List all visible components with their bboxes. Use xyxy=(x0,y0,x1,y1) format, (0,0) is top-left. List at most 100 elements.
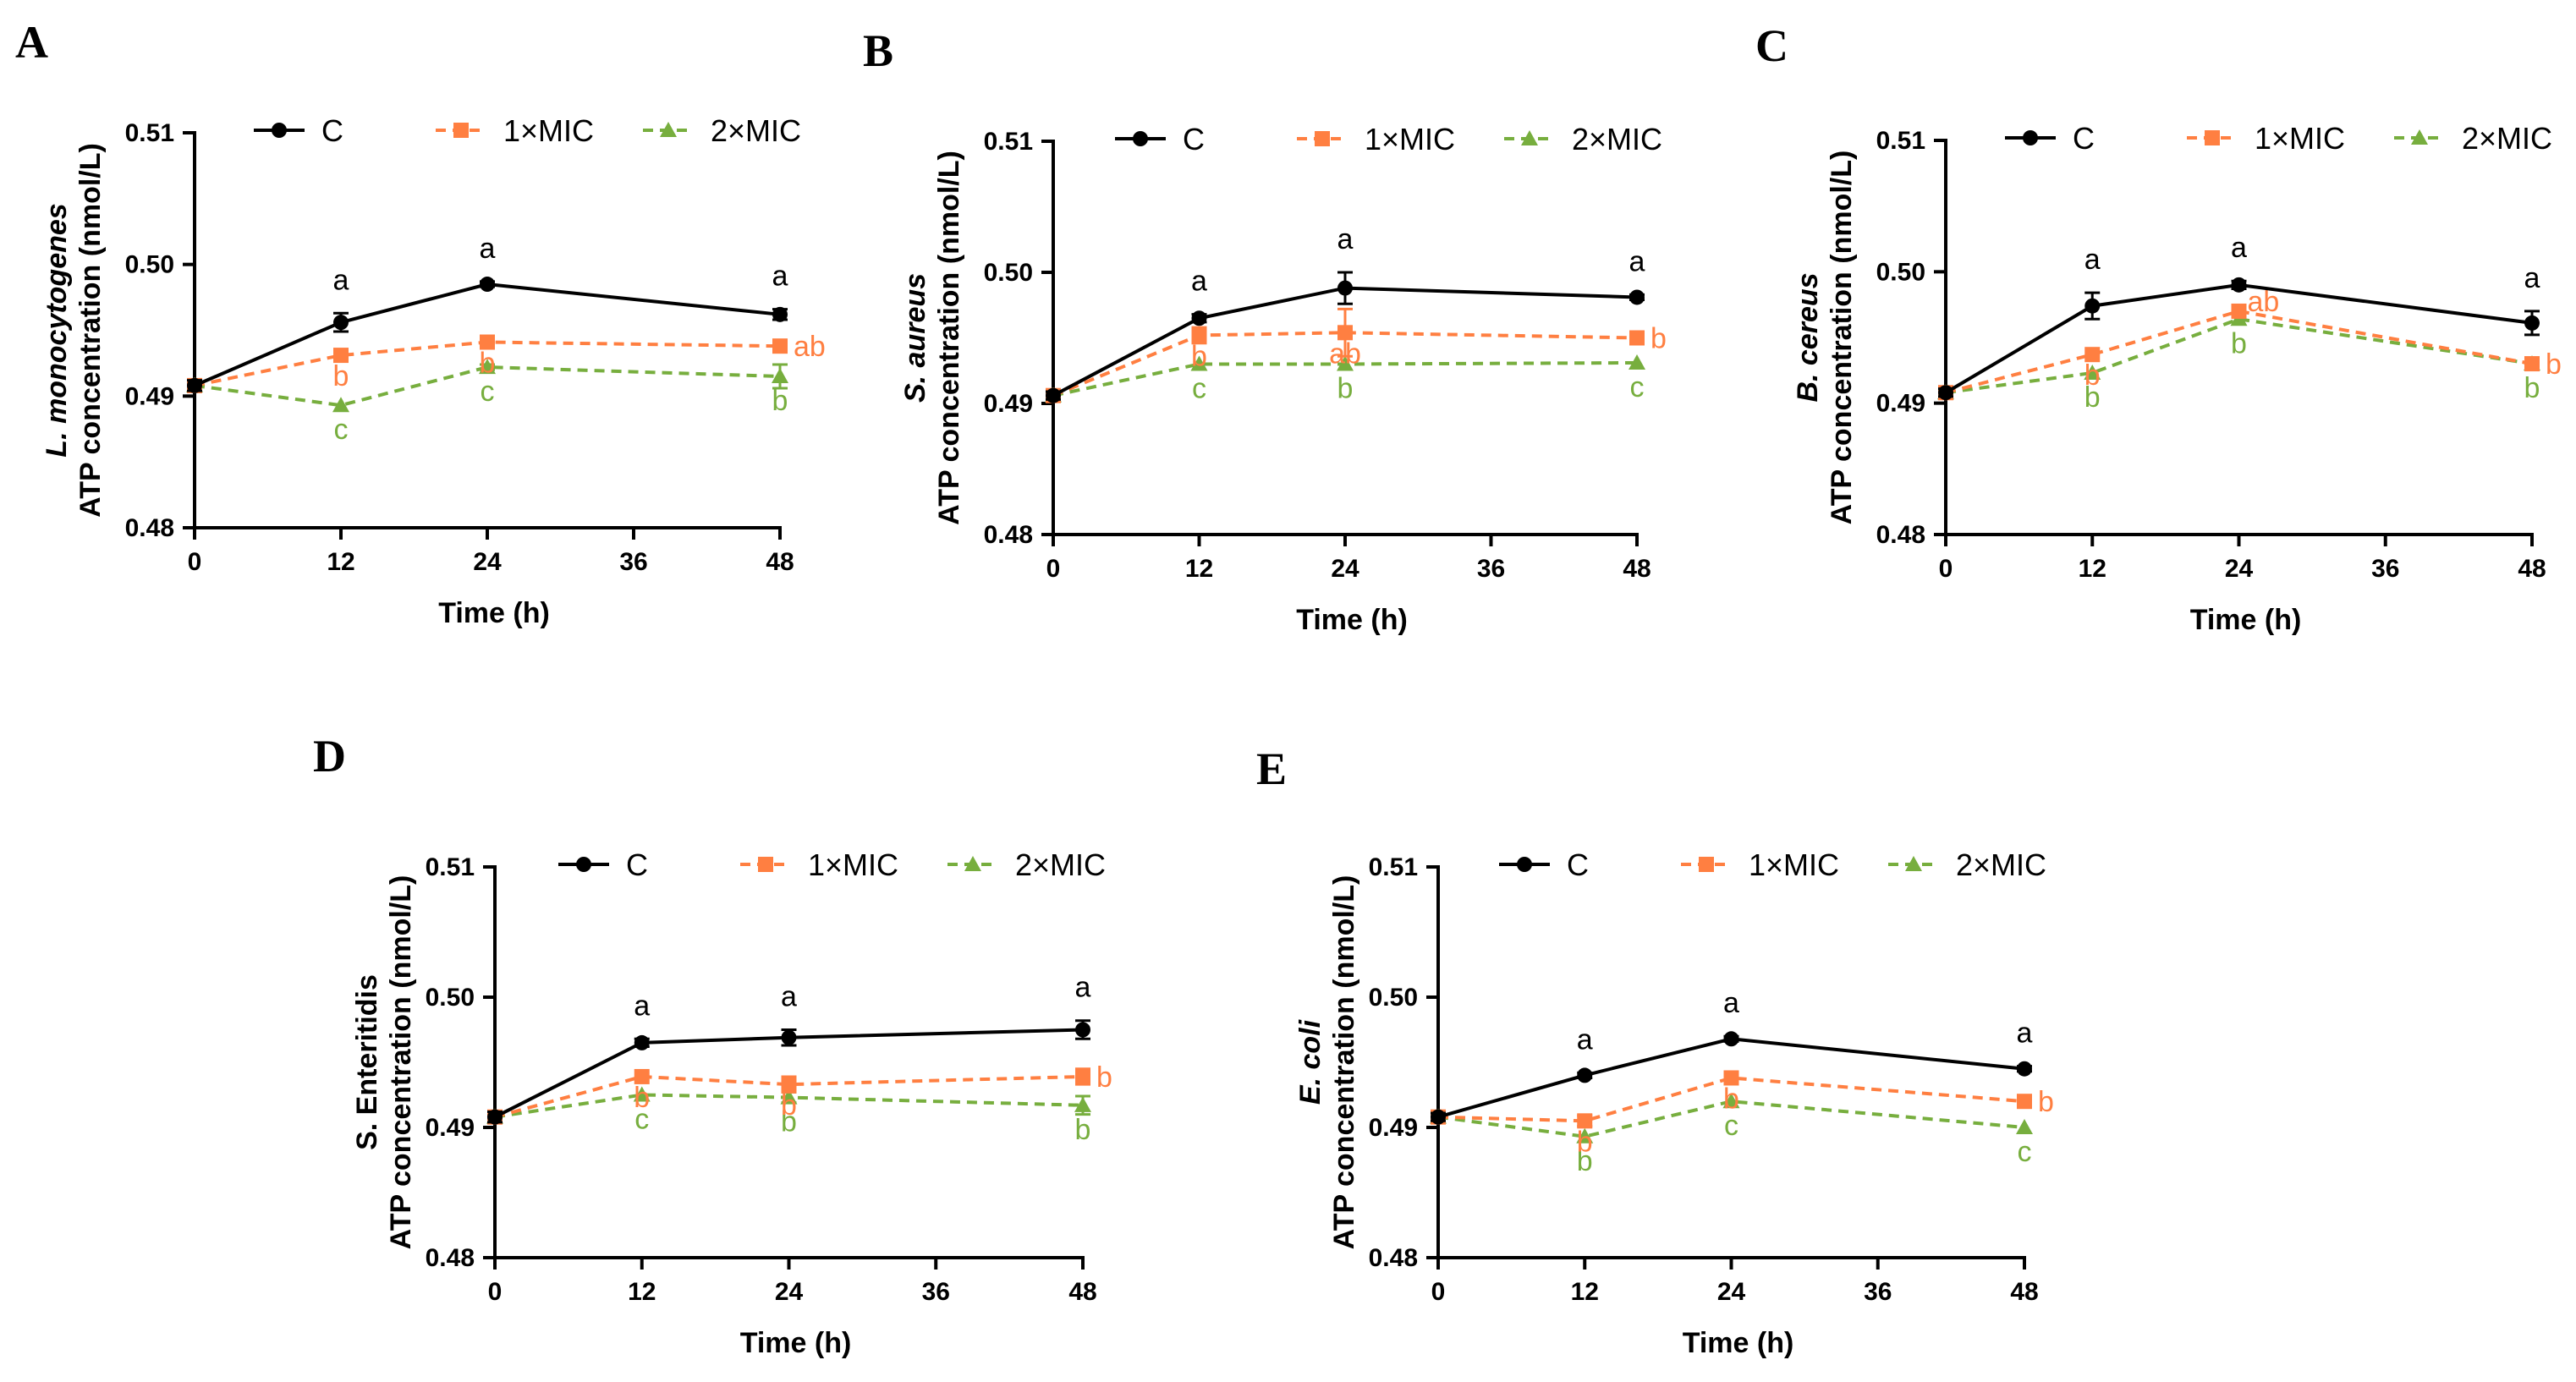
legend-marker-mic1 xyxy=(1699,857,1714,872)
panel-a: A 0.48 0.49 0.50 0.51 0 12 24 36 48 Time (h) L. mon… xyxy=(15,17,826,629)
y-tick-label: 0.51 xyxy=(125,119,174,147)
x-tick-label: 36 xyxy=(922,1278,950,1306)
data-point xyxy=(2016,1119,2033,1134)
data-point xyxy=(1723,1070,1739,1086)
y-tick-label: 0.50 xyxy=(1876,258,1925,286)
series-c: aaa xyxy=(187,233,788,393)
data-point xyxy=(332,397,349,413)
y-tick-label: 0.48 xyxy=(1876,521,1925,549)
series-line xyxy=(194,365,781,408)
legend-label-c: C xyxy=(321,113,343,148)
series-line xyxy=(1437,1037,2025,1119)
y-axis-title: S. aureusATP concentration (nmol/L) xyxy=(899,151,965,525)
significance-label: a xyxy=(1191,266,1207,298)
series-line xyxy=(194,282,781,387)
significance-label: c xyxy=(481,376,495,408)
x-tick-label: 24 xyxy=(1717,1278,1746,1306)
y-axis-title-measure: ATP concentration (nmol/L) xyxy=(933,151,965,525)
y-axis-title: L. monocytogenesATP concentration (nmol/… xyxy=(41,143,107,518)
data-point xyxy=(1074,1096,1091,1112)
significance-label: c xyxy=(1192,373,1206,405)
x-tick-label: 24 xyxy=(2225,555,2254,583)
x-tick-label: 0 xyxy=(1046,555,1061,583)
significance-label: b xyxy=(772,385,788,417)
y-axis-title-measure: ATP concentration (nmol/L) xyxy=(74,143,107,518)
x-tick-label: 12 xyxy=(1571,1278,1599,1306)
legend-label-mic1: 1×MIC xyxy=(808,847,898,882)
y-tick-label: 0.51 xyxy=(984,128,1033,156)
y-tick-label: 0.49 xyxy=(1369,1114,1418,1142)
significance-label: b xyxy=(333,360,349,392)
series-line xyxy=(1945,317,2533,395)
panel-d: D 0.48 0.49 0.50 0.51 0 12 24 36 48 Time (h) S. Ent… xyxy=(313,731,1112,1359)
data-point xyxy=(781,1029,797,1045)
data-point xyxy=(2017,1061,2032,1077)
y-tick-label: 0.51 xyxy=(1369,853,1418,881)
data-point xyxy=(1938,385,1953,401)
x-axis-title: Time (h) xyxy=(740,1327,852,1359)
data-point xyxy=(1191,327,1207,343)
panel-letter-e: E xyxy=(1256,743,1287,794)
data-point xyxy=(2084,347,2101,363)
legend: C 1×MIC 2×MIC xyxy=(1115,122,1662,156)
data-point xyxy=(333,315,349,331)
data-point xyxy=(2231,277,2247,293)
y-axis-title-species: S. aureus xyxy=(899,273,931,403)
series-line xyxy=(194,340,781,387)
x-axis-title: Time (h) xyxy=(1296,604,1408,636)
y-tick-label: 0.49 xyxy=(984,390,1033,418)
data-point xyxy=(1337,355,1354,371)
data-point xyxy=(1576,1127,1594,1143)
data-point xyxy=(1723,1031,1739,1047)
series-mic2: bbb xyxy=(1937,310,2540,414)
significance-label: b xyxy=(781,1106,797,1138)
data-point xyxy=(2524,356,2540,372)
panel-e: E 0.48 0.49 0.50 0.51 0 12 24 36 48 Time (h) E. col… xyxy=(1256,743,2054,1359)
data-point xyxy=(1337,325,1353,341)
data-point xyxy=(781,1077,797,1093)
significance-label: b xyxy=(2231,327,2247,359)
y-tick-label: 0.51 xyxy=(426,853,475,881)
panel-letter-c: C xyxy=(1755,20,1788,71)
series-mic2: b c c xyxy=(1430,1093,2033,1177)
legend-label-c: C xyxy=(626,847,648,882)
data-point xyxy=(1577,1113,1593,1129)
x-tick-label: 36 xyxy=(1864,1278,1892,1306)
legend-marker-c xyxy=(2023,130,2038,145)
series-line xyxy=(1052,360,1638,398)
y-tick-label: 0.48 xyxy=(1369,1244,1418,1272)
significance-label: a xyxy=(634,990,650,1022)
data-point xyxy=(634,1034,650,1050)
data-point xyxy=(487,1109,503,1125)
significance-label: b xyxy=(1577,1145,1593,1177)
series-line xyxy=(1437,1100,2025,1138)
data-point xyxy=(633,1086,651,1102)
data-point xyxy=(479,359,496,375)
legend-label-mic2: 2×MIC xyxy=(1015,847,1106,882)
significance-label: a xyxy=(2231,232,2247,264)
legend-marker-mic1 xyxy=(758,857,773,872)
legend: C 1×MIC 2×MIC xyxy=(2005,121,2552,156)
y-axis-title-measure: ATP concentration (nmol/L) xyxy=(1826,151,1858,525)
x-tick-label: 24 xyxy=(1331,555,1359,583)
data-point xyxy=(634,1068,650,1084)
series-line xyxy=(1052,331,1638,398)
legend-label-mic2: 2×MIC xyxy=(2462,121,2552,156)
y-tick-label: 0.50 xyxy=(125,251,174,279)
legend-marker-mic2 xyxy=(1521,130,1538,145)
legend-marker-mic2 xyxy=(964,856,981,871)
data-point xyxy=(1075,1022,1090,1038)
y-axis-title-measure: ATP concentration (nmol/L) xyxy=(385,875,417,1250)
series-line xyxy=(1945,309,2533,395)
data-point xyxy=(1075,1068,1090,1084)
significance-label: a xyxy=(1577,1023,1593,1056)
y-axis-title-species: L. monocytogenes xyxy=(41,203,73,457)
significance-label: b xyxy=(1096,1061,1112,1094)
significance-label: a xyxy=(2524,262,2540,294)
y-axis-title-measure: ATP concentration (nmol/L) xyxy=(1328,875,1360,1250)
